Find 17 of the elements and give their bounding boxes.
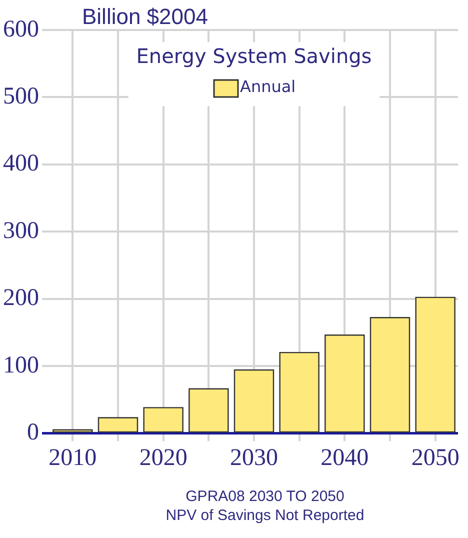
x-tick-label: 2050 xyxy=(411,444,460,471)
y-tick-label: 100 xyxy=(3,352,39,378)
y-axis-title: Billion $2004 xyxy=(82,4,208,30)
x-tick-label: 2030 xyxy=(230,444,278,471)
y-tick-label: 0 xyxy=(27,419,39,446)
y-tick-label: 600 xyxy=(3,16,39,42)
y-tick-label: 400 xyxy=(3,150,39,177)
x-tick-label: 2020 xyxy=(139,444,188,471)
text: Energy System Savings xyxy=(136,44,372,68)
y-tick-label: 200 xyxy=(3,285,39,312)
legend-label: Annual xyxy=(240,77,296,96)
text: GPRA08 2030 TO 2050 xyxy=(186,488,344,506)
y-tick-label: 500 xyxy=(3,83,39,110)
text: NPV of Savings Not Reported xyxy=(166,507,364,524)
x-tick-label: 2040 xyxy=(320,444,369,471)
y-tick-label: 300 xyxy=(3,218,39,244)
x-tick-label: 2010 xyxy=(48,444,97,471)
